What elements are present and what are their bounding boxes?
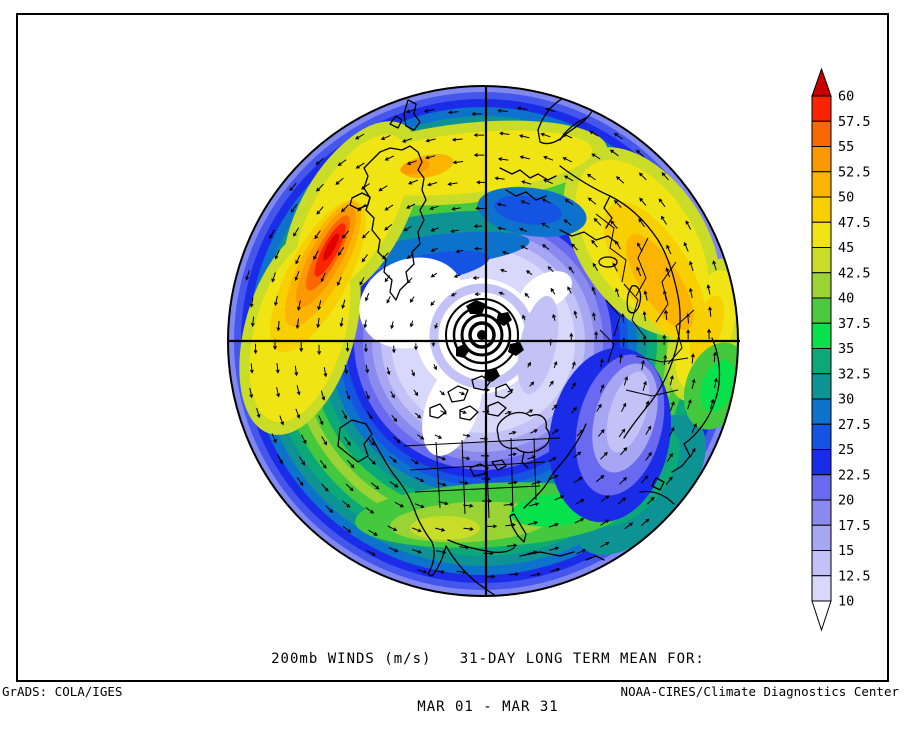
colorbar-segment: [811, 449, 832, 476]
colorbar-segment: [811, 272, 832, 299]
colorbar-label: 20: [838, 493, 854, 509]
colorbar-label: 27.5: [838, 417, 871, 433]
colorbar-label: 22.5: [838, 467, 871, 483]
colorbar-segment: [811, 348, 832, 375]
colorbar-segment: [811, 146, 832, 173]
colorbar-label: 35: [838, 341, 854, 357]
colorbar-label: 17.5: [838, 518, 871, 534]
colorbar-label: 12.5: [838, 568, 871, 584]
colorbar-label: 55: [838, 139, 854, 155]
colorbar-segment: [811, 247, 832, 274]
colorbar-segment: [811, 120, 832, 147]
colorbar-segment: [811, 423, 832, 450]
map-title: 200mb WINDS (m/s) 31-DAY LONG TERM MEAN …: [271, 619, 705, 731]
colorbar-segment: [811, 398, 832, 425]
colorbar-label: 42.5: [838, 265, 871, 281]
colorbar-label: 45: [838, 240, 854, 256]
colorbar-segment: [811, 221, 832, 248]
colorbar-segment: [811, 474, 832, 501]
colorbar-segment: [811, 499, 832, 526]
colorbar-label: 60: [838, 89, 854, 105]
colorbar-label: 32.5: [838, 366, 871, 382]
colorbar-label: 40: [838, 291, 854, 307]
wind-map: [227, 85, 740, 597]
colorbar-label: 52.5: [838, 164, 871, 180]
colorbar-segment: [811, 95, 832, 122]
map-boundary: [227, 85, 739, 597]
colorbar-below-arrow: [811, 600, 832, 632]
colorbar: 10 12.5 15 17.5 20 22.5 25 27.5 30 32.5 35 37.5 40 42…: [811, 67, 871, 632]
colorbar-segment: [811, 297, 832, 324]
colorbar-label: 47.5: [838, 215, 871, 231]
colorbar-segment: [811, 575, 832, 602]
colorbar-label: 30: [838, 392, 854, 408]
colorbar-segment: [811, 550, 832, 577]
colorbar-label: 10: [838, 594, 854, 610]
colorbar-above-arrow: [811, 67, 832, 97]
colorbar-segment: [811, 373, 832, 400]
colorbar-segment: [811, 524, 832, 551]
plot-border: [16, 13, 889, 682]
colorbar-label: 50: [838, 190, 854, 206]
map-title-line1: 200mb WINDS (m/s) 31-DAY LONG TERM MEAN …: [271, 651, 705, 667]
noaa-attribution: NOAA-CIRES/Climate Diagnostics Center: [620, 684, 899, 699]
wind-arrow-paths: [245, 106, 718, 579]
colorbar-label: 57.5: [838, 114, 871, 130]
colorbar-label: 37.5: [838, 316, 871, 332]
colorbar-segment: [811, 196, 832, 223]
colorbar-segment: [811, 171, 832, 198]
colorbar-label: 15: [838, 543, 854, 559]
pole-rings: [445, 298, 524, 382]
map-title-line2: MAR 01 - MAR 31: [417, 699, 559, 715]
colorbar-segment: [811, 322, 832, 349]
colorbar-label: 25: [838, 442, 854, 458]
grads-attribution: GrADS: COLA/IGES: [2, 684, 123, 699]
wind-vectors: [245, 106, 718, 579]
crosshair-meridians: [228, 86, 740, 597]
